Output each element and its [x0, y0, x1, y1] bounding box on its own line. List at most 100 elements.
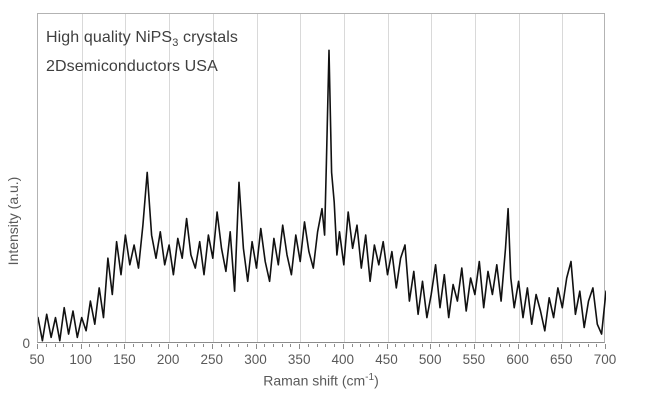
annotation-line1: High quality NiPS3 crystals: [46, 29, 238, 50]
x-minor-tick: [115, 344, 117, 347]
x-minor-tick: [535, 344, 537, 347]
x-tick-label: 400: [331, 352, 355, 367]
x-minor-tick: [552, 344, 554, 347]
x-major-tick: [255, 344, 257, 349]
x-minor-tick: [587, 344, 589, 347]
x-minor-tick: [421, 344, 423, 347]
y-tick-label: 0: [22, 336, 30, 351]
gridline: [256, 14, 258, 342]
x-minor-tick: [238, 344, 239, 347]
gridline: [387, 14, 389, 342]
x-minor-tick: [500, 344, 502, 347]
x-minor-tick: [456, 344, 458, 347]
x-minor-tick: [72, 344, 73, 347]
x-minor-tick: [307, 344, 309, 347]
x-minor-tick: [439, 344, 440, 347]
x-minor-tick: [316, 344, 318, 347]
x-major-tick: [386, 344, 388, 349]
x-minor-tick: [89, 344, 91, 347]
x-tick-label: 650: [550, 352, 573, 367]
gridline: [474, 14, 476, 342]
gridline: [300, 14, 302, 342]
x-major-tick: [561, 344, 563, 349]
x-major-tick: [517, 344, 519, 349]
x-tick-label: 100: [69, 352, 92, 367]
x-minor-tick: [526, 344, 528, 347]
x-minor-tick: [45, 344, 47, 347]
x-minor-tick: [596, 344, 598, 347]
plot-area: [37, 13, 606, 343]
x-tick-label: 550: [462, 352, 486, 367]
x-major-tick: [299, 344, 301, 349]
x-minor-tick: [412, 344, 414, 347]
x-minor-tick: [369, 344, 371, 347]
gridline: [81, 14, 83, 342]
x-minor-tick: [194, 344, 196, 347]
x-minor-tick: [578, 344, 580, 347]
x-minor-tick: [220, 344, 222, 347]
x-minor-tick: [491, 344, 493, 347]
annotation-line2: 2Dsemiconductors USA: [46, 58, 218, 76]
x-minor-tick: [159, 344, 161, 347]
x-minor-tick: [290, 344, 292, 347]
superscript: -1: [365, 372, 375, 383]
x-minor-tick: [264, 344, 266, 347]
x-major-tick: [342, 344, 344, 349]
x-minor-tick: [325, 344, 327, 347]
spectrum-svg: [38, 49, 606, 342]
x-major-tick: [605, 344, 606, 349]
x-major-tick: [80, 344, 82, 349]
x-minor-tick: [404, 344, 405, 347]
x-minor-tick: [351, 344, 353, 347]
x-minor-tick: [447, 344, 449, 347]
x-minor-tick: [185, 344, 187, 347]
x-minor-tick: [63, 344, 65, 347]
x-tick-label: 150: [113, 352, 136, 367]
x-minor-tick: [106, 344, 108, 347]
x-minor-tick: [395, 344, 397, 347]
x-minor-tick: [465, 344, 467, 347]
x-minor-tick: [543, 344, 545, 347]
x-tick-label: 700: [593, 352, 617, 367]
gridline: [343, 14, 345, 342]
x-tick-label: 450: [375, 352, 398, 367]
x-minor-tick: [272, 344, 274, 347]
x-minor-tick: [229, 344, 231, 347]
x-tick-label: 200: [156, 352, 180, 367]
x-axis-title: Raman shift (cm-1): [263, 372, 379, 389]
x-major-tick: [168, 344, 170, 349]
x-minor-tick: [133, 344, 135, 347]
x-minor-tick: [141, 344, 143, 347]
x-tick-label: 500: [418, 352, 442, 367]
x-minor-tick: [54, 344, 56, 347]
x-minor-tick: [98, 344, 100, 347]
subscript: 3: [172, 37, 179, 50]
x-minor-tick: [508, 344, 510, 347]
spectrum-line: [38, 49, 606, 342]
x-major-tick: [124, 344, 126, 349]
gridline: [125, 14, 127, 342]
x-minor-tick: [360, 344, 362, 347]
x-tick-label: 600: [506, 352, 529, 367]
x-major-tick: [211, 344, 213, 349]
annotation: High quality NiPS3 crystals 2Dsemiconduc…: [46, 26, 238, 78]
x-minor-tick: [150, 344, 152, 347]
x-minor-tick: [281, 344, 283, 347]
x-tick-label: 250: [200, 352, 224, 367]
x-major-tick: [473, 344, 475, 349]
gridline: [431, 14, 433, 342]
x-tick-labels: 50 100 150 200 250 300 350 400 450 500 550 600 650 70…: [29, 352, 616, 368]
x-ticks: [37, 344, 606, 350]
y-axis-title: Intensity (a.u.): [5, 176, 21, 266]
x-tick-label: 50: [29, 352, 45, 367]
x-tick-label: 350: [287, 352, 311, 367]
gridline: [518, 14, 520, 342]
x-minor-tick: [246, 344, 248, 347]
gridline: [562, 14, 564, 342]
x-tick-label: 300: [244, 352, 267, 367]
x-minor-tick: [203, 344, 204, 347]
x-minor-tick: [176, 344, 178, 347]
x-minor-tick: [334, 344, 336, 347]
gridline: [212, 14, 214, 342]
